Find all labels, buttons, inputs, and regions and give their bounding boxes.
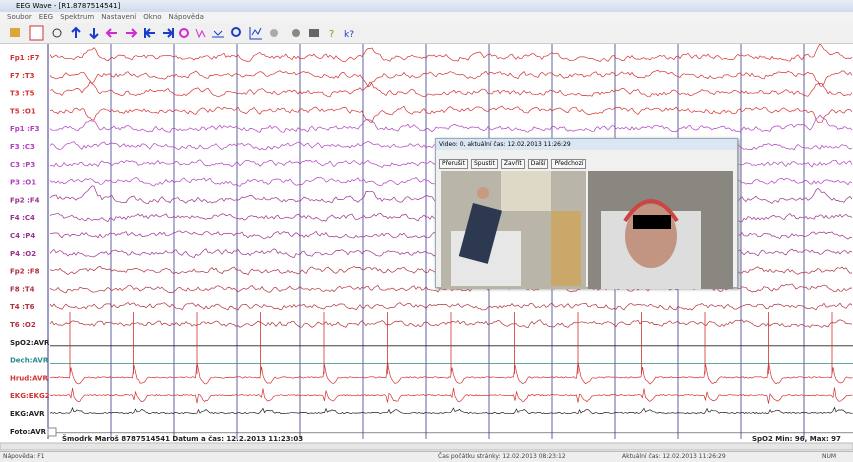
- menu-item[interactable]: Nastavení: [101, 13, 137, 21]
- menu-bar: Soubor EEG Spektrum Nastavení Okno Nápověda: [0, 12, 853, 23]
- eeg-trace: [49, 105, 853, 124]
- channel-label: F8 :T4: [10, 285, 35, 293]
- menu-item[interactable]: Soubor: [7, 13, 32, 21]
- eeg-trace: [49, 81, 853, 98]
- eeg-trace: [49, 114, 853, 133]
- channel-label: T3 :T5: [10, 90, 35, 98]
- video-button[interactable]: Spustit: [470, 158, 498, 169]
- channel-label: P4 :O2: [10, 250, 36, 258]
- video-button[interactable]: Další: [527, 158, 549, 169]
- scale-icon[interactable]: [212, 30, 224, 38]
- channel-label: F7 :T3: [10, 72, 35, 80]
- video-window: Video: 0, aktuální čas: 12.02.2013 11:26…: [435, 138, 738, 289]
- status-bar: Nápověda: F1 Čas počátku stránky: 12.02.2…: [0, 451, 853, 462]
- channel-label: EKG:EKG2: [10, 392, 50, 400]
- montage-icon[interactable]: [29, 25, 44, 41]
- channel-label: SpO2:AVR: [10, 339, 50, 347]
- title-bar: EEG Wave - [R1.8787514541]: [0, 0, 853, 12]
- status-field: Aktuální čas: 12.02.2013 11:26:29: [622, 453, 726, 460]
- chart-icon[interactable]: [249, 27, 262, 40]
- menu-item[interactable]: Okno: [143, 13, 162, 21]
- channel-label: Fp1 :F3: [10, 125, 40, 133]
- channel-label: EKG:AVR: [10, 410, 45, 418]
- context-help-icon[interactable]: k?: [344, 30, 354, 40]
- toolbar-icons: ? k?: [10, 25, 354, 41]
- help-icon[interactable]: ?: [329, 29, 334, 40]
- ecg-trace: [49, 406, 853, 415]
- eeg-trace: [49, 44, 853, 63]
- scrollbar[interactable]: [0, 442, 853, 451]
- end-icon[interactable]: [163, 28, 174, 38]
- patient: [458, 202, 502, 264]
- channel-label: T4 :T6: [10, 303, 35, 311]
- window: [501, 171, 551, 211]
- up-icon[interactable]: [71, 26, 81, 38]
- channel-label: Hrud:AVR: [10, 374, 48, 382]
- video-button[interactable]: Předchozí: [551, 158, 587, 169]
- channel-label: Dech:AVR: [10, 357, 49, 365]
- menu-item[interactable]: Spektrum: [60, 13, 95, 21]
- toolbar: ? k?: [0, 23, 853, 44]
- eeg-trace: [49, 69, 853, 88]
- video-button[interactable]: Zavřít: [500, 158, 525, 169]
- patient-info: Šmodrk Maroš 8787514541 Datum a čas: 12.…: [62, 434, 303, 443]
- channel-label: C3 :P3: [10, 161, 35, 169]
- video-frames: [441, 171, 733, 289]
- filter-icon[interactable]: [195, 28, 206, 39]
- status-field: Čas počátku stránky: 12.02.2013 08:23:12: [438, 453, 566, 460]
- footer-box: [47, 427, 57, 437]
- channel-label: Fp2 :F8: [10, 268, 40, 276]
- clock-icon[interactable]: [52, 28, 62, 38]
- channel-label: C4 :P4: [10, 232, 35, 240]
- privacy-bar: [633, 215, 671, 229]
- print-icon[interactable]: [309, 29, 319, 37]
- ecg-trace: [49, 387, 853, 404]
- down-icon[interactable]: [89, 28, 99, 40]
- eeg-trace: [49, 302, 853, 311]
- video-buttons: Přerušit Spustit Zavřít Další Předchozí: [436, 150, 737, 169]
- channel-label: Foto:AVR: [10, 428, 47, 436]
- open-icon[interactable]: [10, 28, 20, 37]
- record-icon[interactable]: [270, 29, 278, 37]
- left-icon[interactable]: [105, 28, 117, 38]
- marker-icon[interactable]: [179, 28, 189, 38]
- eeg-cap: [623, 199, 679, 223]
- head: [477, 187, 489, 199]
- menu-item[interactable]: Nápověda: [168, 13, 204, 21]
- channel-label: Fp2 :F4: [10, 196, 40, 204]
- channel-label: Fp1 :F7: [10, 54, 40, 62]
- status-field: Nápověda: F1: [3, 453, 45, 460]
- start-icon[interactable]: [144, 28, 155, 38]
- channel-label: F4 :C4: [10, 214, 35, 222]
- video-title: Video: 0, aktuální čas: 12.02.2013 11:26…: [436, 139, 737, 150]
- channel-label: P3 :O1: [10, 179, 36, 187]
- channel-label: T6 :O2: [10, 321, 36, 329]
- window-title: EEG Wave - [R1.8787514541]: [16, 2, 121, 10]
- video-button[interactable]: Přerušit: [439, 158, 468, 169]
- status-field: NUM: [822, 453, 837, 460]
- zoom-icon[interactable]: [231, 27, 241, 37]
- eeg-trace: [49, 283, 853, 294]
- spo2-info: SpO2 Min: 96, Max: 97: [752, 435, 841, 443]
- cabinet: [551, 211, 581, 286]
- menu-item[interactable]: EEG: [38, 13, 54, 21]
- channel-label: F3 :C3: [10, 143, 35, 151]
- stop-icon[interactable]: [292, 29, 300, 37]
- right-icon[interactable]: [126, 28, 138, 38]
- channel-label: T5 :O1: [10, 107, 36, 115]
